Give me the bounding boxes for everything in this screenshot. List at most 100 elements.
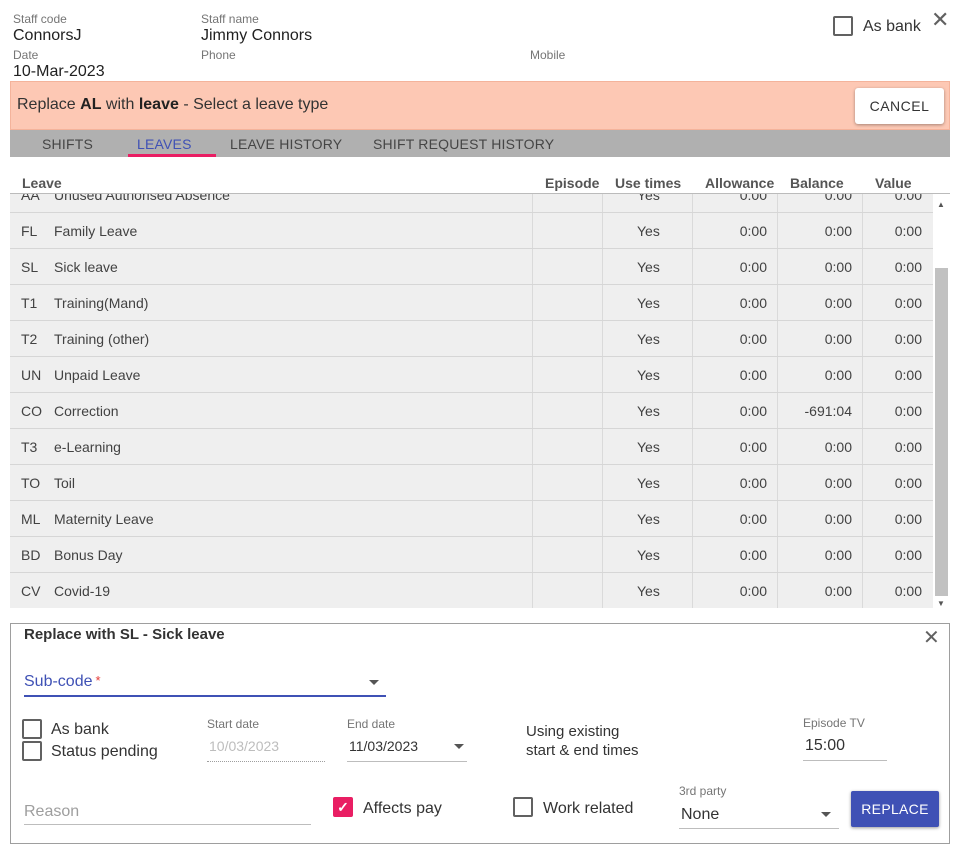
episode-tv-underline [803,760,887,761]
balance-cell: 0:00 [824,511,852,527]
leave-code: FL [21,223,38,239]
third-party-dropdown-icon[interactable] [821,812,831,817]
use-times-cell: Yes [637,583,660,599]
close-icon[interactable]: ✕ [931,7,950,32]
as-bank-label: As bank [863,18,921,35]
allowance-cell: 0:00 [739,194,767,203]
leave-code: AA [21,194,40,203]
subcode-dropdown-icon[interactable] [369,680,379,685]
panel-as-bank-checkbox[interactable] [22,719,42,739]
use-times-cell: Yes [637,367,660,383]
use-times-cell: Yes [637,547,660,563]
tab-shift-request-history[interactable]: SHIFT REQUEST HISTORY [373,136,555,152]
use-times-cell: Yes [637,223,660,239]
as-bank-checkbox[interactable] [833,16,853,36]
replace-banner: Replace AL with leave - Select a leave t… [10,81,950,130]
cancel-button[interactable]: CANCEL [855,88,944,124]
reason-input[interactable]: Reason [24,803,80,820]
col-header-value[interactable]: Value [875,175,912,191]
start-date-input[interactable]: 10/03/2023 [209,738,280,754]
table-row[interactable]: ML Maternity Leave Yes 0:00 0:00 0:00 [10,501,933,537]
banner-code: AL [80,96,102,113]
allowance-cell: 0:00 [739,547,767,563]
leave-code: T2 [21,331,38,347]
replace-button[interactable]: REPLACE [851,791,939,827]
scroll-up-icon[interactable]: ▲ [937,200,945,209]
col-header-balance[interactable]: Balance [790,175,844,191]
use-times-cell: Yes [637,259,660,275]
staff-code-value: ConnorsJ [13,27,82,44]
leave-name: Unpaid Leave [54,367,141,383]
tab-shifts[interactable]: SHIFTS [42,136,93,152]
date-value: 10-Mar-2023 [13,63,105,80]
column-divider [692,194,693,608]
use-times-cell: Yes [637,331,660,347]
affects-pay-label: Affects pay [363,800,442,817]
allowance-cell: 0:00 [739,403,767,419]
affects-pay-checkbox[interactable]: ✓ [333,797,353,817]
episode-tv-input[interactable]: 15:00 [805,737,846,754]
leave-code: TO [21,475,41,491]
leave-name: Correction [54,403,119,419]
table-row[interactable]: CO Correction Yes 0:00 -691:04 0:00 [10,393,933,429]
end-date-input[interactable]: 11/03/2023 [349,738,419,754]
col-header-allowance[interactable]: Allowance [705,175,775,191]
table-row[interactable]: FL Family Leave Yes 0:00 0:00 0:00 [10,213,933,249]
balance-cell: 0:00 [824,475,852,491]
third-party-select[interactable]: None [681,806,720,823]
start-date-underline [207,761,325,762]
table-row[interactable]: SL Sick leave Yes 0:00 0:00 0:00 [10,249,933,285]
table-row[interactable]: UN Unpaid Leave Yes 0:00 0:00 0:00 [10,357,933,393]
leave-name: Unused Authorised Absence [54,194,230,203]
leave-code: ML [21,511,41,527]
column-divider [602,194,603,608]
panel-title: Replace with SL - Sick leave [24,626,225,643]
col-header-leave[interactable]: Leave [22,175,62,191]
leave-code: CV [21,583,41,599]
balance-cell: 0:00 [824,259,852,275]
panel-close-icon[interactable]: ✕ [923,627,940,649]
use-times-cell: Yes [637,475,660,491]
work-related-checkbox[interactable] [513,797,533,817]
balance-cell: 0:00 [824,439,852,455]
column-divider [532,194,533,608]
column-divider [777,194,778,608]
tab-bar: SHIFTS LEAVES LEAVE HISTORY SHIFT REQUES… [10,130,950,157]
table-row[interactable]: T2 Training (other) Yes 0:00 0:00 0:00 [10,321,933,357]
tab-leaves[interactable]: LEAVES [137,136,192,152]
value-cell: 0:00 [894,223,922,239]
end-date-dropdown-icon[interactable] [454,744,464,749]
allowance-cell: 0:00 [739,331,767,347]
table-row[interactable]: BD Bonus Day Yes 0:00 0:00 0:00 [10,537,933,573]
col-header-episode[interactable]: Episode [545,175,600,191]
table-row[interactable]: T1 Training(Mand) Yes 0:00 0:00 0:00 [10,285,933,321]
banner-message: Replace AL with leave - Select a leave t… [17,96,329,113]
value-cell: 0:00 [894,547,922,563]
scrollbar-thumb[interactable] [935,268,948,596]
allowance-cell: 0:00 [739,295,767,311]
col-header-use-times[interactable]: Use times [615,175,682,191]
leave-name: e-Learning [54,439,121,455]
allowance-cell: 0:00 [739,259,767,275]
table-row[interactable]: TO Toil Yes 0:00 0:00 0:00 [10,465,933,501]
table-row[interactable]: T3 e-Learning Yes 0:00 0:00 0:00 [10,429,933,465]
end-date-underline [347,761,467,762]
table-row[interactable]: CV Covid-19 Yes 0:00 0:00 0:00 [10,573,933,608]
balance-cell: -691:04 [804,403,852,419]
balance-cell: 0:00 [824,295,852,311]
leave-name: Maternity Leave [54,511,154,527]
column-divider [862,194,863,608]
tab-leave-history[interactable]: LEAVE HISTORY [230,136,343,152]
subcode-select[interactable] [24,695,386,697]
episode-tv-label: Episode TV [803,716,865,730]
leave-name: Training (other) [54,331,150,347]
table-row[interactable]: AA Unused Authorised Absence Yes 0:00 0:00 0:… [10,194,933,213]
balance-cell: 0:00 [824,547,852,563]
leave-code: UN [21,367,42,383]
staff-name-value: Jimmy Connors [201,27,313,44]
scroll-down-icon[interactable]: ▼ [937,599,945,608]
status-pending-checkbox[interactable] [22,741,42,761]
panel-as-bank-label: As bank [51,721,109,738]
leave-name: Covid-19 [54,583,111,599]
leave-name: Family Leave [54,223,138,239]
